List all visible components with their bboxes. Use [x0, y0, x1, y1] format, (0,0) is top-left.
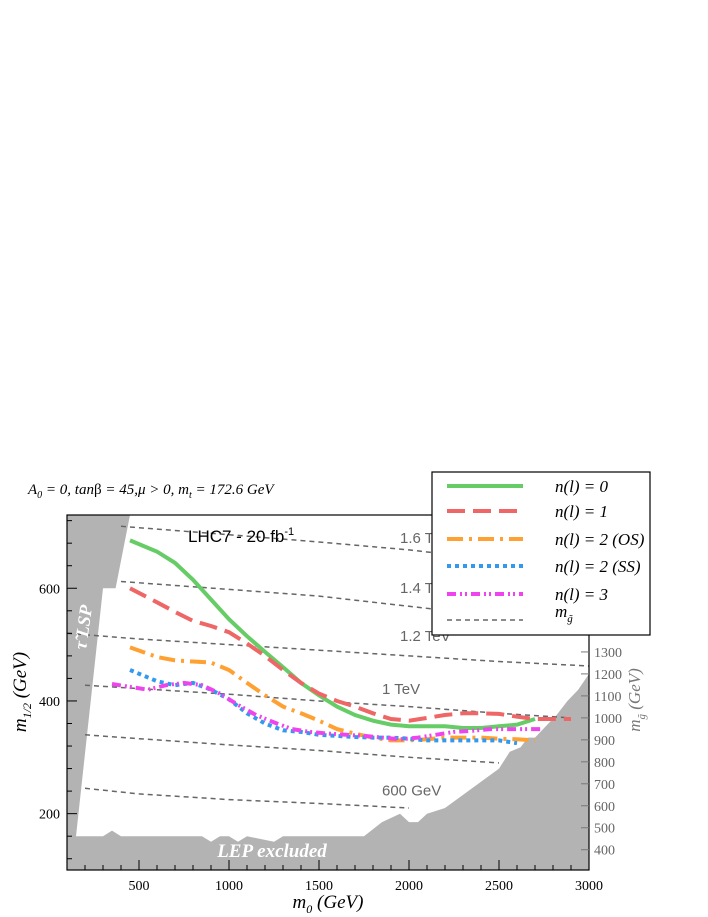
y-axis-label: m1/2 (GeV): [10, 652, 34, 732]
y2-tick-label: 1000: [594, 712, 622, 727]
gluino-label-bg-4: [378, 680, 425, 699]
y-tick-label: 600: [39, 582, 60, 597]
legend-label-4: n(l) = 2 (SS): [555, 557, 641, 576]
series-line-5: [111, 680, 544, 742]
plot-frame: [66, 514, 590, 871]
series-layer: [111, 538, 571, 746]
y2-tick-label: 500: [594, 822, 615, 837]
x-tick-label: 1000: [215, 879, 243, 894]
gluino-contour-5: [84, 734, 500, 764]
y2-tick-label: 400: [594, 844, 615, 859]
gluino-contour-3: [67, 632, 589, 667]
gluino-contour-6: [84, 787, 410, 809]
x-axis: 500 1000 1500 2000 2500 3000: [84, 860, 603, 894]
lep-excluded-label: LEP excluded: [216, 841, 327, 862]
gluino-label-6: 600 GeV: [382, 783, 441, 800]
y2-tick-label: 900: [594, 734, 615, 749]
legend-label-gluino: mg̃: [555, 602, 573, 625]
series-line-3: [129, 645, 536, 743]
legend-label-3: n(l) = 2 (OS): [555, 530, 645, 549]
series-line-1: [129, 538, 536, 730]
y-axis: 200 400 600: [39, 520, 77, 860]
gluino-label-bg-6: [378, 781, 442, 800]
y2-axis: 400 500 600 700 800 900 1000 1100 1200 1300: [581, 646, 622, 859]
lep-excluded-region: [67, 673, 589, 870]
gluino-contour-1: [120, 525, 589, 573]
x-tick-label: 2000: [395, 879, 423, 894]
excluded-regions: [67, 515, 589, 870]
y2-tick-label: 1300: [594, 646, 622, 661]
x-axis-label: m0 (GeV): [293, 892, 364, 916]
chart-title: LHC7 - 20 fb-1: [188, 526, 294, 546]
legend: n(l) = 0 n(l) = 1 n(l) = 2 (OS) n(l) = 2 (S…: [431, 471, 651, 636]
y2-tick-label: 700: [594, 778, 615, 793]
y2-axis-label: mg̃ (GeV): [625, 668, 648, 732]
y2-tick-label: 600: [594, 800, 615, 815]
legend-label-1: n(l) = 0: [555, 477, 609, 496]
legend-label-5: n(l) = 3: [555, 585, 608, 604]
y2-tick-label: 1200: [594, 668, 622, 683]
y-tick-label: 400: [39, 695, 60, 710]
y-tick-label: 200: [39, 808, 60, 823]
gluino-contour-2: [120, 580, 589, 629]
gluino-label-4: 1 TeV: [382, 681, 420, 698]
parameter-header: A0 = 0, tanβ = 45,μ > 0, mt = 172.6 GeV: [27, 482, 275, 501]
y2-tick-label: 1100: [594, 690, 621, 705]
legend-label-2: n(l) = 1: [555, 502, 608, 521]
stau-lsp-region: [67, 515, 130, 870]
x-tick-label: 2500: [485, 879, 513, 894]
x-tick-label: 3000: [575, 879, 603, 894]
x-tick-label: 500: [129, 879, 150, 894]
series-line-2: [129, 586, 571, 723]
legend-box: [431, 471, 651, 636]
x-tick-label: 1500: [305, 879, 333, 894]
y2-tick-label: 800: [594, 756, 615, 771]
